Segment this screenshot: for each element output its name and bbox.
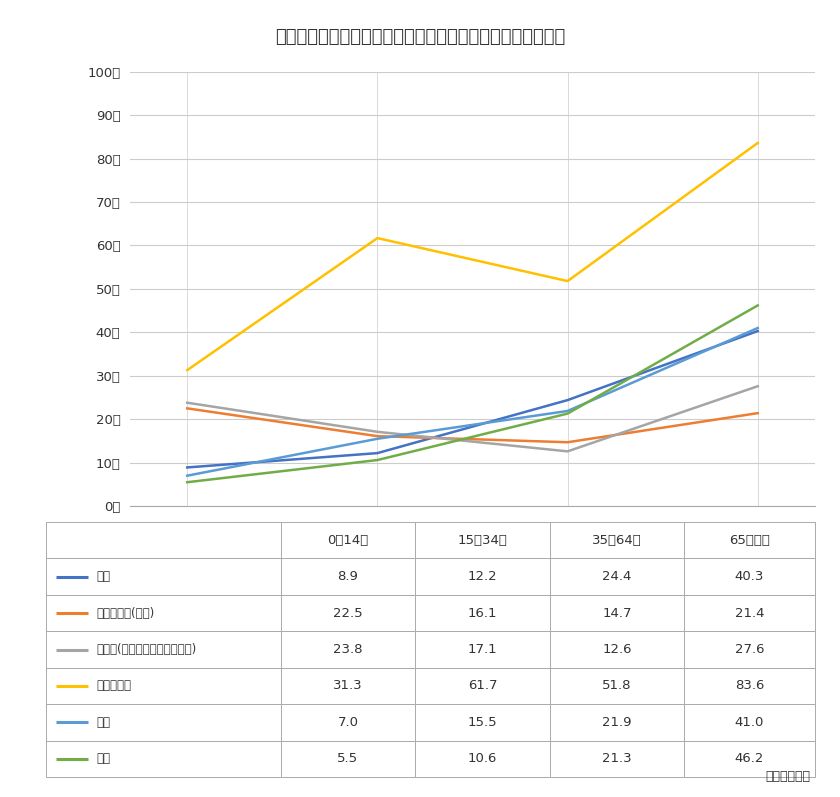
Text: 0～14歳: 0～14歳: [328, 534, 369, 547]
Bar: [415, 668, 549, 705]
Bar: [684, 522, 815, 559]
Text: 17.1: 17.1: [468, 643, 497, 656]
Bar: [684, 595, 815, 631]
Bar: [549, 595, 684, 631]
Text: 肺炎: 肺炎: [96, 716, 110, 729]
Bar: [281, 595, 415, 631]
Text: 21.4: 21.4: [735, 607, 764, 619]
Text: 21.9: 21.9: [602, 716, 632, 729]
Text: 心疾患(高血圧性のものを除く): 心疾患(高血圧性のものを除く): [96, 643, 197, 656]
Bar: [549, 740, 684, 777]
Text: 40.3: 40.3: [735, 570, 764, 583]
Bar: [281, 559, 415, 595]
Bar: [415, 559, 549, 595]
Bar: [46, 631, 281, 668]
Text: 51.8: 51.8: [602, 680, 632, 693]
Bar: [549, 631, 684, 668]
Text: 21.3: 21.3: [602, 752, 632, 765]
Bar: [46, 595, 281, 631]
Bar: [281, 631, 415, 668]
Text: 61.7: 61.7: [468, 680, 497, 693]
Bar: [281, 522, 415, 559]
Text: 24.4: 24.4: [602, 570, 632, 583]
Text: 7.0: 7.0: [338, 716, 359, 729]
Bar: [415, 740, 549, 777]
Text: 16.1: 16.1: [468, 607, 497, 619]
Bar: [549, 559, 684, 595]
Text: 15～34歳: 15～34歳: [458, 534, 507, 547]
Text: 41.0: 41.0: [735, 716, 764, 729]
Text: 総数: 総数: [96, 570, 110, 583]
Text: 65歳以上: 65歳以上: [729, 534, 770, 547]
Bar: [684, 559, 815, 595]
Bar: [684, 668, 815, 705]
Bar: [46, 522, 281, 559]
Text: 46.2: 46.2: [735, 752, 764, 765]
Text: 悪性新生物(腫瘥): 悪性新生物(腫瘥): [96, 607, 155, 619]
Text: 15.5: 15.5: [468, 716, 497, 729]
Text: 脳血管疾患: 脳血管疾患: [96, 680, 131, 693]
Text: 31.3: 31.3: [333, 680, 363, 693]
Text: （単位：日）: （単位：日）: [765, 771, 811, 783]
Bar: [46, 559, 281, 595]
Text: 22.5: 22.5: [333, 607, 363, 619]
Text: 10.6: 10.6: [468, 752, 497, 765]
Bar: [684, 631, 815, 668]
Bar: [281, 705, 415, 740]
Bar: [684, 740, 815, 777]
Text: 12.2: 12.2: [468, 570, 497, 583]
Text: 5.5: 5.5: [338, 752, 359, 765]
Bar: [549, 705, 684, 740]
Bar: [415, 705, 549, 740]
Text: 27.6: 27.6: [735, 643, 764, 656]
Text: 骨折: 骨折: [96, 752, 110, 765]
Bar: [281, 740, 415, 777]
Text: 23.8: 23.8: [333, 643, 363, 656]
Bar: [46, 705, 281, 740]
Text: 14.7: 14.7: [602, 607, 632, 619]
Bar: [684, 705, 815, 740]
Bar: [281, 668, 415, 705]
Bar: [415, 522, 549, 559]
Text: 83.6: 83.6: [735, 680, 764, 693]
Bar: [549, 522, 684, 559]
Text: 【年齢階級別　退院患者の平均在院日数（令和２年９月）】: 【年齢階級別 退院患者の平均在院日数（令和２年９月）】: [275, 28, 565, 46]
Text: 12.6: 12.6: [602, 643, 632, 656]
Bar: [549, 668, 684, 705]
Bar: [415, 631, 549, 668]
Bar: [46, 740, 281, 777]
Text: 8.9: 8.9: [338, 570, 359, 583]
Text: 35～64歳: 35～64歳: [592, 534, 642, 547]
Bar: [46, 668, 281, 705]
Bar: [415, 595, 549, 631]
